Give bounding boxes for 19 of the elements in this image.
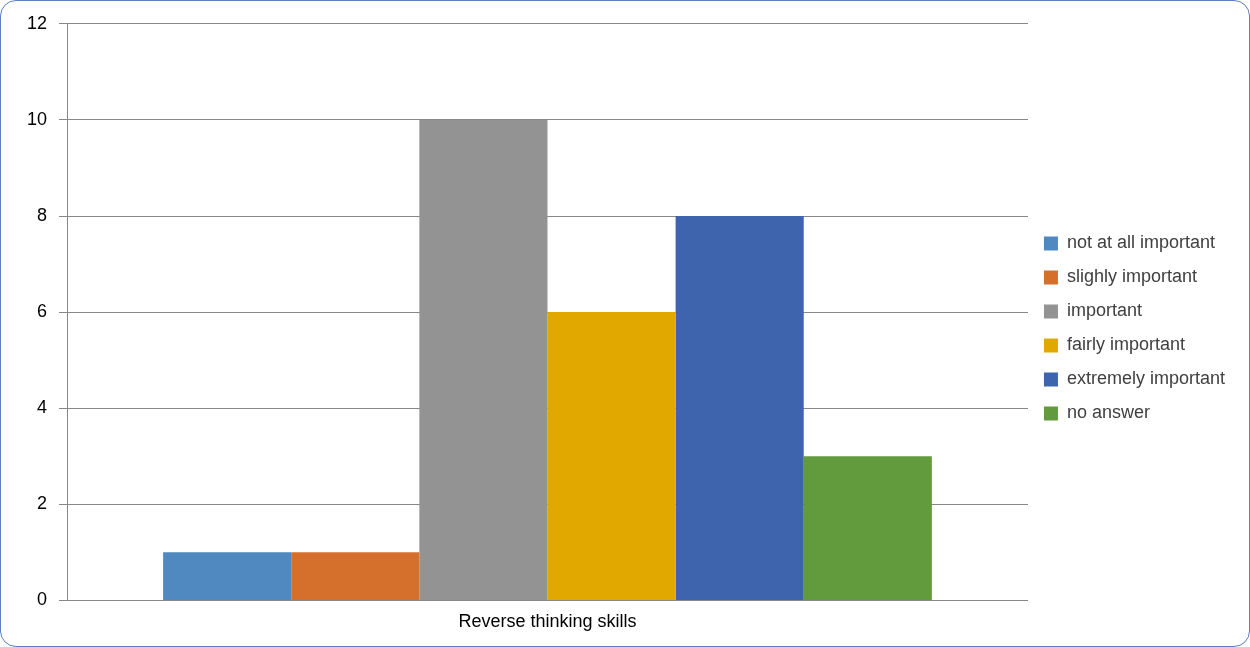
bar bbox=[163, 552, 292, 600]
y-tick-label: 12 bbox=[26, 12, 48, 33]
y-tick-label: 8 bbox=[37, 204, 48, 225]
y-tick-label: 4 bbox=[37, 397, 48, 418]
bar bbox=[291, 552, 420, 600]
legend-label: slighly important bbox=[1066, 266, 1198, 287]
x-tick-label: Reverse thinking skills bbox=[458, 611, 637, 632]
bar bbox=[803, 456, 932, 600]
bar bbox=[675, 216, 804, 600]
y-tick-label: 2 bbox=[37, 493, 48, 514]
legend-label: no answer bbox=[1066, 402, 1151, 423]
y-tick-label: 10 bbox=[26, 108, 48, 129]
bar bbox=[547, 312, 676, 600]
legend-label: fairly important bbox=[1066, 334, 1185, 355]
y-tick-label: 0 bbox=[37, 589, 48, 610]
legend-label: not at all important bbox=[1066, 232, 1216, 253]
legend-label: extremely important bbox=[1066, 368, 1226, 389]
y-tick-label: 6 bbox=[37, 301, 48, 322]
legend-label: important bbox=[1066, 300, 1142, 321]
